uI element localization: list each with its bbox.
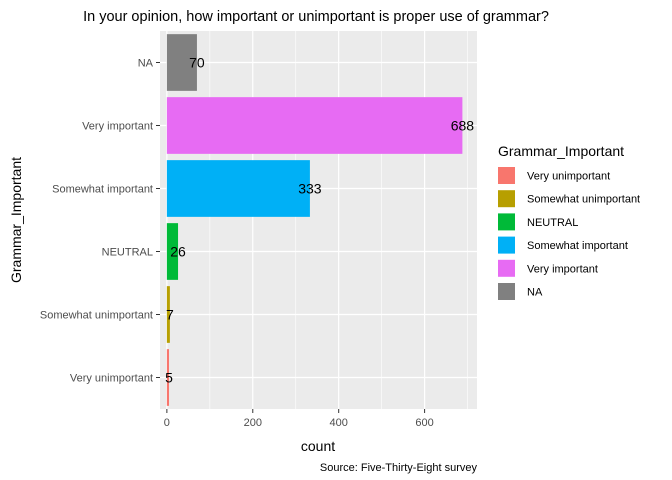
bar-value-label: 5 xyxy=(165,370,173,386)
bar xyxy=(166,34,197,91)
y-tick-label: NA xyxy=(138,58,154,70)
legend-title: Grammar_Important xyxy=(498,143,624,159)
bar xyxy=(166,97,463,154)
chart-caption: Source: Five-Thirty-Eight survey xyxy=(320,462,478,474)
legend-key xyxy=(498,283,515,300)
legend-key xyxy=(498,190,515,208)
legend-key xyxy=(498,236,515,254)
y-tick-label: Very important xyxy=(82,121,153,133)
legend-key xyxy=(498,213,515,231)
bar-labels: 5 7 26 333 688 70 xyxy=(165,55,474,386)
legend-key xyxy=(498,167,515,184)
bars xyxy=(166,34,463,406)
x-axis-title: count xyxy=(301,438,335,454)
legend: Grammar_Important Very unimportant Somewh… xyxy=(498,143,640,300)
y-tick-label: Very unimportant xyxy=(70,373,153,385)
bar-value-label: 7 xyxy=(166,307,174,323)
x-tick-label: 200 xyxy=(244,417,262,429)
x-tick-label: 400 xyxy=(330,417,348,429)
legend-label: Somewhat important xyxy=(527,240,628,252)
bar xyxy=(166,286,170,343)
plot-panel xyxy=(160,31,477,409)
x-tick-label: 0 xyxy=(164,417,170,429)
bar-value-label: 333 xyxy=(298,181,322,197)
chart-title: In your opinion, how important or unimpo… xyxy=(83,9,549,25)
bar-value-label: 688 xyxy=(451,118,475,134)
legend-label: Somewhat unimportant xyxy=(527,194,640,206)
legend-label: Very unimportant xyxy=(527,171,610,183)
bar-value-label: 70 xyxy=(189,55,205,71)
grid-minor xyxy=(209,31,468,409)
x-tick-label: 600 xyxy=(415,417,433,429)
legend-label: NA xyxy=(527,287,543,299)
bar xyxy=(166,223,179,280)
bar xyxy=(166,349,170,406)
bar-value-label: 26 xyxy=(170,244,186,260)
x-axis: 0 200 400 600 xyxy=(164,409,434,429)
y-tick-label: NEUTRAL xyxy=(102,247,153,259)
y-tick-label: Somewhat unimportant xyxy=(40,310,153,322)
y-axis-title: Grammar_Important xyxy=(8,157,24,283)
y-axis: Very unimportant Somewhat unimportant NEUT… xyxy=(40,58,160,385)
legend-label: Very important xyxy=(527,263,598,275)
y-tick-label: Somewhat important xyxy=(52,184,153,196)
bar xyxy=(166,160,310,217)
legend-label: NEUTRAL xyxy=(527,217,578,229)
legend-key xyxy=(498,259,515,277)
